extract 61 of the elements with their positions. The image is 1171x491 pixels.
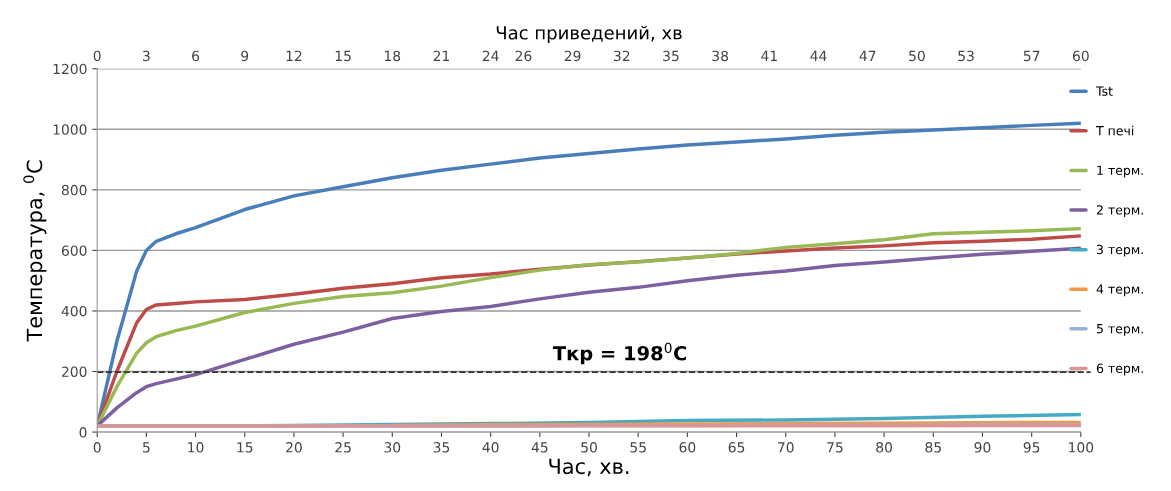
x-tick-label: 65 (728, 442, 745, 453)
x2-tick-label: 60 (1072, 50, 1089, 62)
x2-axis-title: Час приведений, хв (496, 25, 682, 44)
y-tick-label: 400 (61, 305, 87, 317)
legend-label: 6 терм. (1096, 363, 1143, 376)
x-tick-label: 40 (482, 442, 499, 453)
legend-label: 1 терм. (1097, 165, 1143, 178)
x-tick-label: 10 (188, 442, 204, 453)
x-tick-label: 60 (679, 442, 696, 453)
x2-tick-label: 38 (712, 50, 729, 62)
x-tick-label: 45 (531, 442, 548, 453)
x2-tick-label: 21 (433, 50, 450, 61)
x2-tick-label: 15 (335, 50, 351, 62)
y-tick-label: 1000 (53, 124, 87, 135)
legend-label: 2 терм. (1096, 205, 1143, 218)
x2-tick-label: 6 (192, 50, 200, 62)
x-tick-label: 15 (237, 442, 253, 453)
x2-tick-label: 12 (286, 50, 302, 61)
x-tick-label: 20 (286, 442, 302, 453)
x-tick-label: 80 (876, 442, 893, 453)
x2-tick-label: 44 (810, 50, 827, 61)
x-tick-label: 85 (925, 442, 941, 453)
x-tick-label: 95 (1023, 442, 1040, 453)
x-tick-label: 55 (630, 442, 646, 453)
x2-tick-label: 26 (515, 50, 532, 62)
x2-tick-label: 9 (241, 50, 249, 62)
legend-label: 4 терм. (1096, 284, 1143, 297)
y-tick-label: 800 (61, 184, 87, 196)
x2-tick-label: 53 (958, 50, 974, 62)
x2-tick-label: 47 (859, 50, 876, 61)
x-axis-title: Час, хв. (549, 458, 629, 477)
x2-tick-label: 24 (482, 50, 499, 61)
legend-label: T печі (1095, 125, 1134, 136)
y-tick-label: 1200 (53, 63, 87, 75)
x-tick-label: 25 (335, 442, 351, 453)
legend-label: 3 терм. (1096, 244, 1143, 257)
ref-line-label: Tкр = 198$^{0}$C (552, 342, 687, 365)
x2-tick-label: 29 (564, 50, 581, 62)
x-tick-label: 70 (778, 442, 794, 453)
x-tick-label: 35 (433, 442, 450, 453)
x-tick-label: 90 (974, 442, 991, 453)
legend-label: Tst (1095, 86, 1113, 96)
y-axis-title: Температура, $^{0}$C (23, 160, 47, 342)
x2-tick-label: 18 (384, 50, 401, 62)
x-tick-label: 50 (581, 442, 597, 453)
x2-tick-label: 57 (1023, 50, 1040, 62)
x-tick-label: 0 (93, 442, 101, 453)
x-tick-label: 5 (143, 442, 150, 453)
y-tick-label: 0 (79, 427, 87, 438)
x2-tick-label: 41 (761, 50, 777, 61)
y-tick-label: 600 (61, 245, 87, 256)
x2-tick-label: 50 (909, 50, 925, 62)
x2-tick-label: 35 (663, 50, 679, 62)
x2-tick-label: 3 (143, 50, 150, 62)
x2-tick-label: 0 (93, 50, 101, 62)
legend-label: 5 терм. (1096, 324, 1143, 336)
x-tick-label: 30 (384, 442, 401, 453)
x-tick-label: 75 (827, 442, 843, 453)
x-tick-label: 100 (1069, 442, 1094, 453)
y-tick-label: 200 (61, 366, 87, 377)
x2-tick-label: 32 (614, 50, 630, 62)
